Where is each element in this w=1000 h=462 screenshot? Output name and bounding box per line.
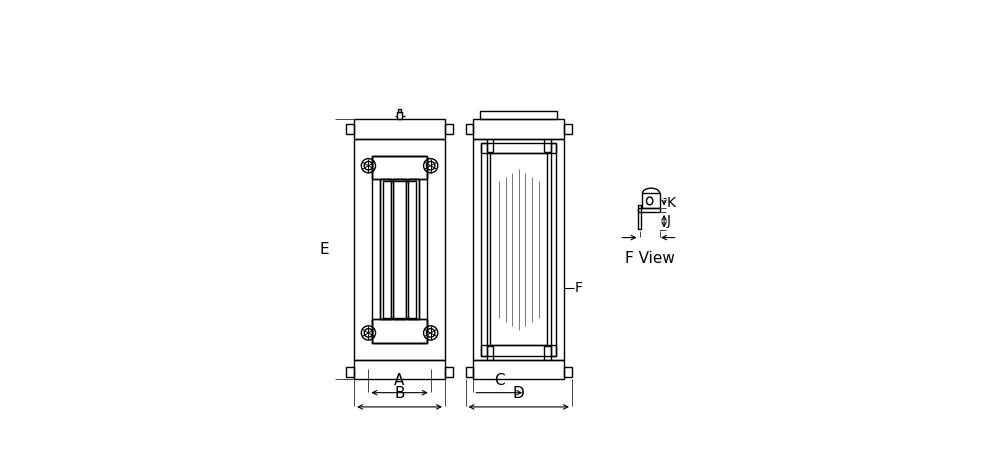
- Bar: [473, 120, 564, 139]
- Text: D: D: [513, 385, 525, 401]
- Bar: [564, 124, 572, 134]
- Bar: [638, 205, 641, 229]
- Bar: [480, 110, 557, 120]
- Bar: [481, 143, 487, 356]
- Bar: [383, 181, 416, 317]
- Bar: [372, 156, 427, 179]
- Bar: [466, 124, 473, 134]
- Bar: [346, 124, 354, 134]
- Text: A: A: [394, 373, 405, 388]
- Bar: [393, 179, 406, 319]
- Bar: [398, 109, 401, 112]
- Bar: [380, 179, 391, 319]
- Bar: [473, 139, 564, 359]
- Text: B: B: [394, 385, 405, 401]
- Text: E: E: [320, 242, 329, 257]
- Bar: [564, 367, 572, 377]
- Bar: [393, 179, 406, 319]
- Bar: [372, 156, 427, 342]
- Bar: [354, 359, 445, 379]
- Bar: [372, 156, 427, 179]
- Bar: [490, 153, 547, 346]
- Bar: [408, 179, 419, 319]
- Bar: [445, 367, 453, 377]
- Text: F View: F View: [625, 251, 674, 266]
- Bar: [354, 139, 445, 359]
- Bar: [638, 208, 660, 212]
- Text: F: F: [575, 281, 583, 295]
- Text: C: C: [494, 373, 505, 388]
- Bar: [354, 120, 445, 139]
- Bar: [346, 367, 354, 377]
- Bar: [372, 319, 427, 342]
- Bar: [408, 179, 419, 319]
- Bar: [466, 367, 473, 377]
- Bar: [372, 319, 427, 342]
- Bar: [397, 112, 402, 120]
- Bar: [445, 124, 453, 134]
- Bar: [551, 143, 556, 356]
- Bar: [380, 179, 391, 319]
- Bar: [481, 143, 556, 153]
- Bar: [473, 359, 564, 379]
- Bar: [481, 346, 556, 356]
- Bar: [642, 194, 660, 208]
- Text: K: K: [667, 196, 676, 210]
- Text: J: J: [667, 214, 671, 228]
